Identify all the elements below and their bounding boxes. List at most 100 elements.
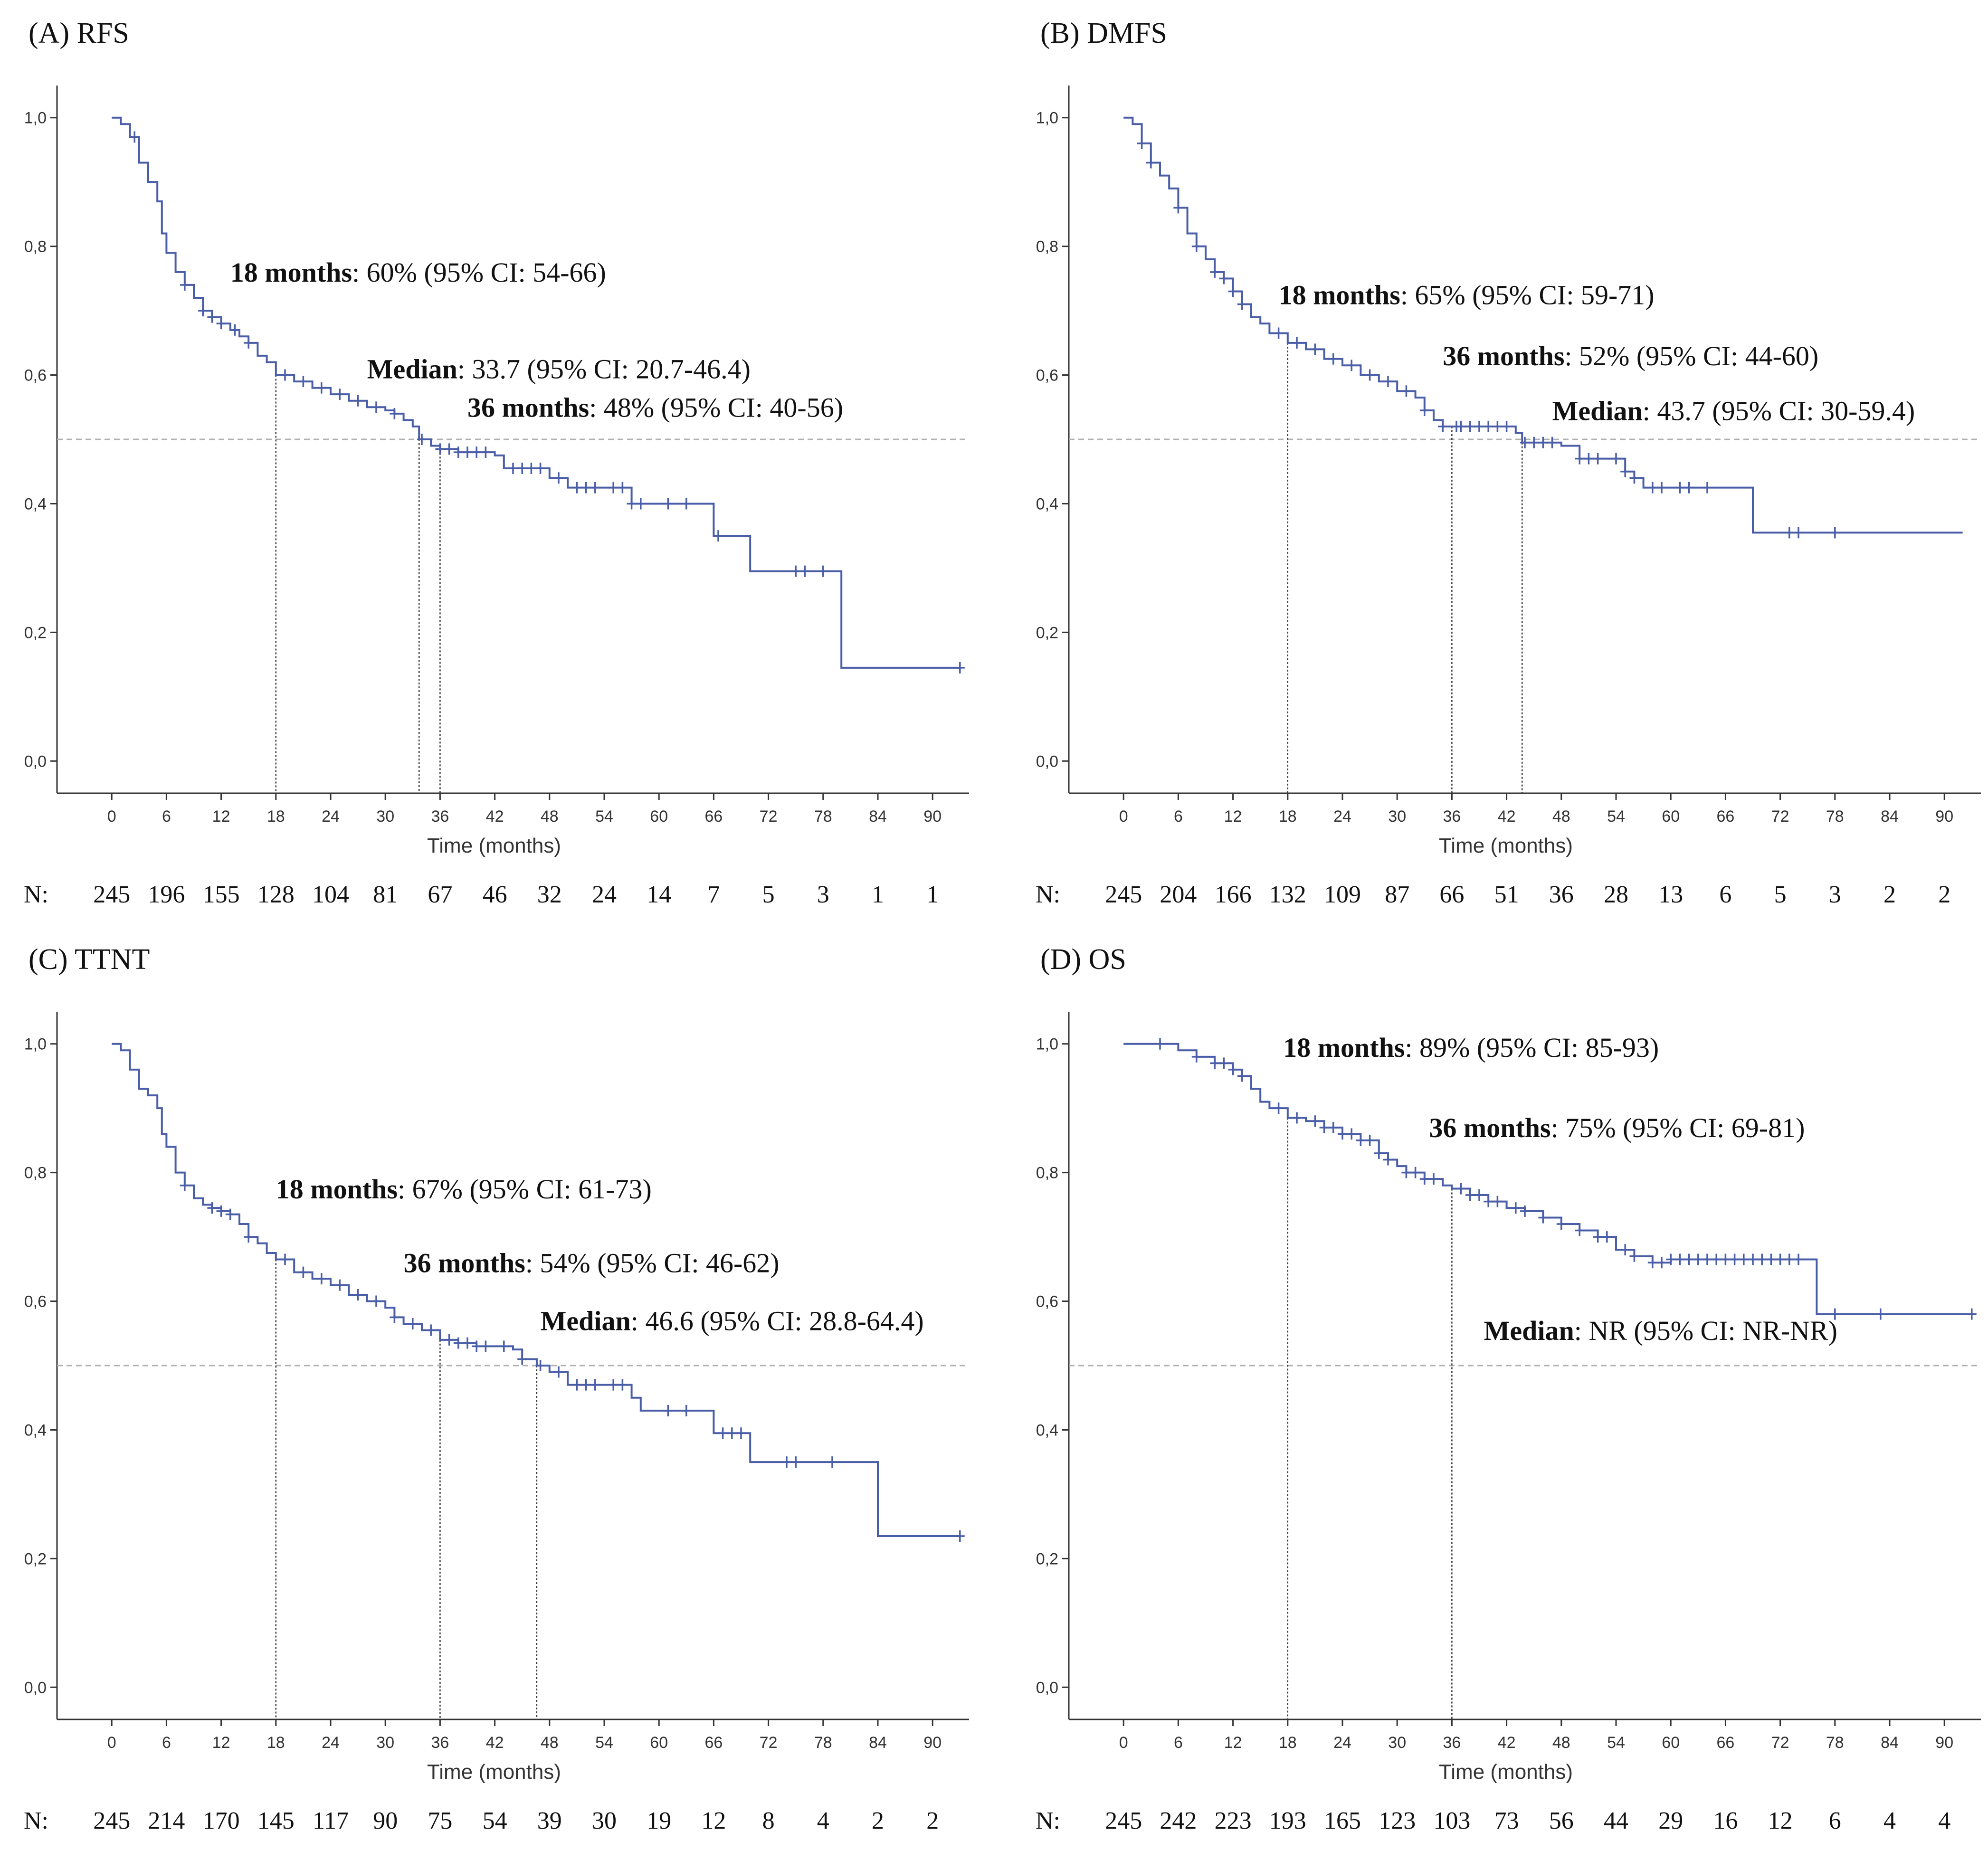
at-risk-count: 245 [1105, 881, 1142, 908]
censor-mark [1456, 1183, 1466, 1195]
at-risk-count: 4 [817, 1807, 829, 1834]
annotation-label: 18 months [230, 257, 352, 288]
x-tick-label: 12 [1224, 807, 1242, 826]
censor-mark [1383, 1154, 1393, 1166]
censor-mark [1794, 1253, 1803, 1265]
censor-mark [435, 443, 445, 455]
at-risk-count: 75 [428, 1807, 452, 1834]
censor-mark [1347, 360, 1357, 371]
panel-title: (D) OS [1040, 943, 1126, 976]
x-tick-label: 48 [1552, 1734, 1570, 1752]
x-tick-label: 36 [1443, 807, 1461, 826]
censor-mark [1383, 376, 1393, 388]
at-risk-count: 46 [483, 881, 507, 908]
censor-mark [713, 530, 723, 542]
at-risk-count: 14 [647, 881, 671, 908]
at-risk-count: 223 [1215, 1807, 1252, 1834]
at-risk-count: 29 [1658, 1807, 1683, 1834]
x-tick-label: 24 [1333, 807, 1351, 826]
x-tick-label: 30 [1388, 1734, 1406, 1752]
censor-mark [499, 1340, 509, 1352]
censor-mark [1347, 1128, 1357, 1140]
censor-mark [581, 1379, 591, 1391]
censor-mark [244, 337, 254, 349]
y-tick-label: 0,8 [1036, 1164, 1058, 1182]
censor-mark [1292, 1112, 1302, 1124]
annotation-value: : 46.6 (95% CI: 28.8-64.4) [631, 1306, 924, 1337]
y-tick-label: 0,2 [24, 1550, 47, 1568]
x-axis-title: Time (months) [1439, 834, 1573, 857]
censor-mark [225, 1208, 235, 1220]
censor-mark [1593, 453, 1603, 465]
at-risk-count: 242 [1160, 1807, 1197, 1834]
x-tick-label: 84 [1881, 1734, 1899, 1752]
censor-mark [335, 389, 345, 400]
censor-mark [481, 446, 491, 458]
x-tick-label: 36 [1443, 1734, 1461, 1752]
annotation-value: : 52% (95% CI: 44-60) [1564, 341, 1818, 371]
annotation-label: 18 months [1283, 1032, 1405, 1063]
censor-mark [1191, 240, 1201, 252]
censor-mark [1511, 1202, 1521, 1214]
annotation: 18 months: 65% (95% CI: 59-71) [1279, 280, 1655, 311]
annotation-label: 18 months [276, 1174, 398, 1205]
y-tick-label: 0,2 [1036, 1550, 1058, 1568]
censor-mark [1584, 453, 1594, 465]
censor-mark [1419, 405, 1429, 417]
at-risk-count: 2 [1938, 881, 1950, 908]
censor-mark [627, 498, 637, 510]
annotation-value: : 89% (95% CI: 85-93) [1405, 1032, 1659, 1063]
censor-mark [1465, 420, 1475, 432]
x-tick-label: 6 [1174, 807, 1183, 826]
censor-mark [791, 1456, 801, 1468]
censor-mark [1502, 420, 1512, 432]
x-axis-title: Time (months) [1439, 1760, 1573, 1784]
censor-mark [1684, 1253, 1694, 1265]
y-tick-label: 0,0 [24, 752, 47, 770]
annotation-label: 36 months [1429, 1112, 1550, 1143]
x-tick-label: 60 [650, 807, 668, 826]
censor-mark [590, 1379, 600, 1391]
censor-mark [1219, 273, 1229, 285]
censor-mark [1210, 266, 1220, 278]
annotation: 36 months: 75% (95% CI: 69-81) [1429, 1112, 1805, 1143]
at-risk-count: 155 [203, 881, 240, 908]
censor-mark [1292, 337, 1302, 349]
censor-mark [371, 1295, 381, 1307]
censor-mark [1228, 285, 1238, 297]
survival-curve [112, 116, 960, 669]
y-tick-label: 0,2 [24, 624, 47, 642]
annotation-label: 18 months [1279, 280, 1400, 311]
censor-mark [1456, 420, 1466, 432]
censor-mark [472, 446, 482, 458]
at-risk-count: 128 [257, 881, 295, 908]
x-tick-label: 78 [814, 807, 832, 826]
y-tick-label: 0,6 [24, 1293, 47, 1311]
y-tick-label: 0,4 [24, 1421, 47, 1439]
censor-mark [1830, 527, 1840, 539]
censor-mark [1493, 420, 1503, 432]
y-tick-label: 0,2 [1036, 624, 1058, 642]
censor-mark [230, 324, 240, 336]
censor-mark [1155, 1038, 1165, 1050]
censor-mark [1675, 1253, 1685, 1265]
at-risk-count: 3 [1829, 881, 1841, 908]
censor-mark [782, 1456, 791, 1468]
censor-mark [1784, 527, 1794, 539]
censor-mark [1474, 1189, 1484, 1201]
annotation-label: Median [1484, 1315, 1574, 1346]
censor-mark [417, 434, 427, 445]
annotation: 18 months: 89% (95% CI: 85-93) [1283, 1032, 1659, 1063]
censor-mark [444, 1334, 454, 1346]
annotation-label: Median [1552, 395, 1643, 426]
censor-mark [1666, 1253, 1676, 1265]
at-risk-count: 2 [926, 1807, 939, 1834]
x-tick-label: 90 [923, 1734, 942, 1752]
at-risk-count: 7 [707, 881, 720, 908]
y-tick-label: 0,8 [24, 1164, 47, 1182]
at-risk-count: 87 [1385, 881, 1409, 908]
censor-mark [1328, 1121, 1338, 1133]
